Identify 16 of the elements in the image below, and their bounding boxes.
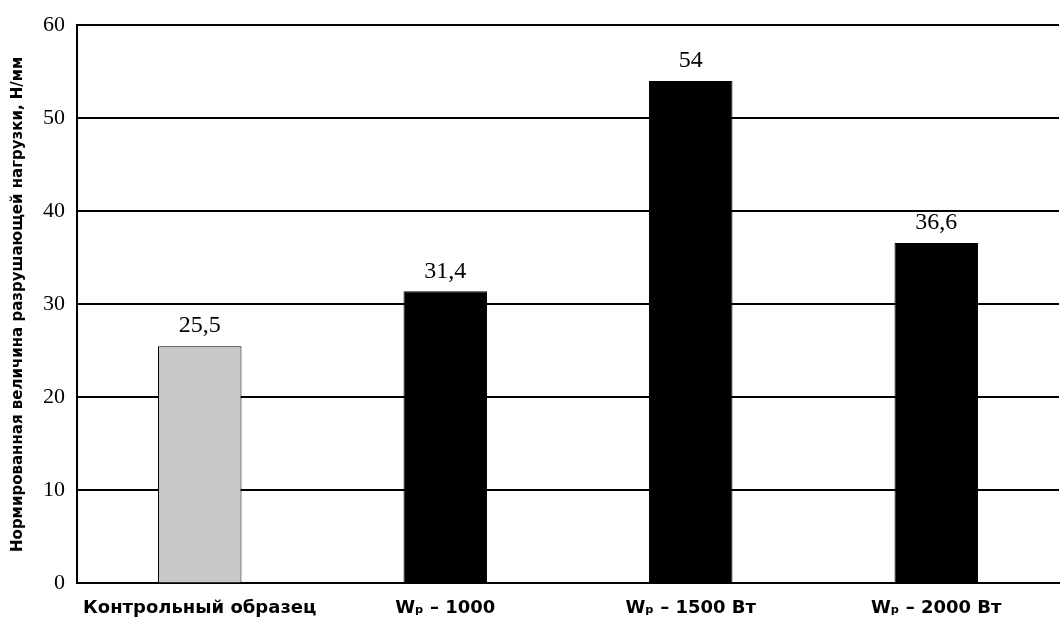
x-tick-label: Wₚ – 1000: [395, 595, 496, 617]
x-tick-label: Wₚ – 1500 Вт: [625, 595, 757, 617]
y-tick-label: 10: [43, 476, 65, 502]
x-tick-label: Wₚ – 2000 Вт: [870, 595, 1003, 617]
y-tick-label: 50: [43, 104, 65, 130]
y-tick-label: 0: [54, 569, 65, 595]
data-label: 25,5: [178, 311, 221, 338]
data-label: 31,4: [424, 256, 467, 283]
data-label: 54: [678, 46, 703, 73]
y-tick-label: 40: [43, 197, 65, 223]
y-tick-label: 20: [43, 383, 65, 409]
y-axis-title: Нормированная величина разрушающей нагрузки, Н/мм: [7, 56, 26, 552]
data-label: 36,6: [915, 208, 958, 235]
y-tick-label: 60: [43, 10, 65, 36]
x-tick-label: Контрольный образец: [83, 595, 317, 617]
y-tick-label: 30: [43, 290, 65, 316]
